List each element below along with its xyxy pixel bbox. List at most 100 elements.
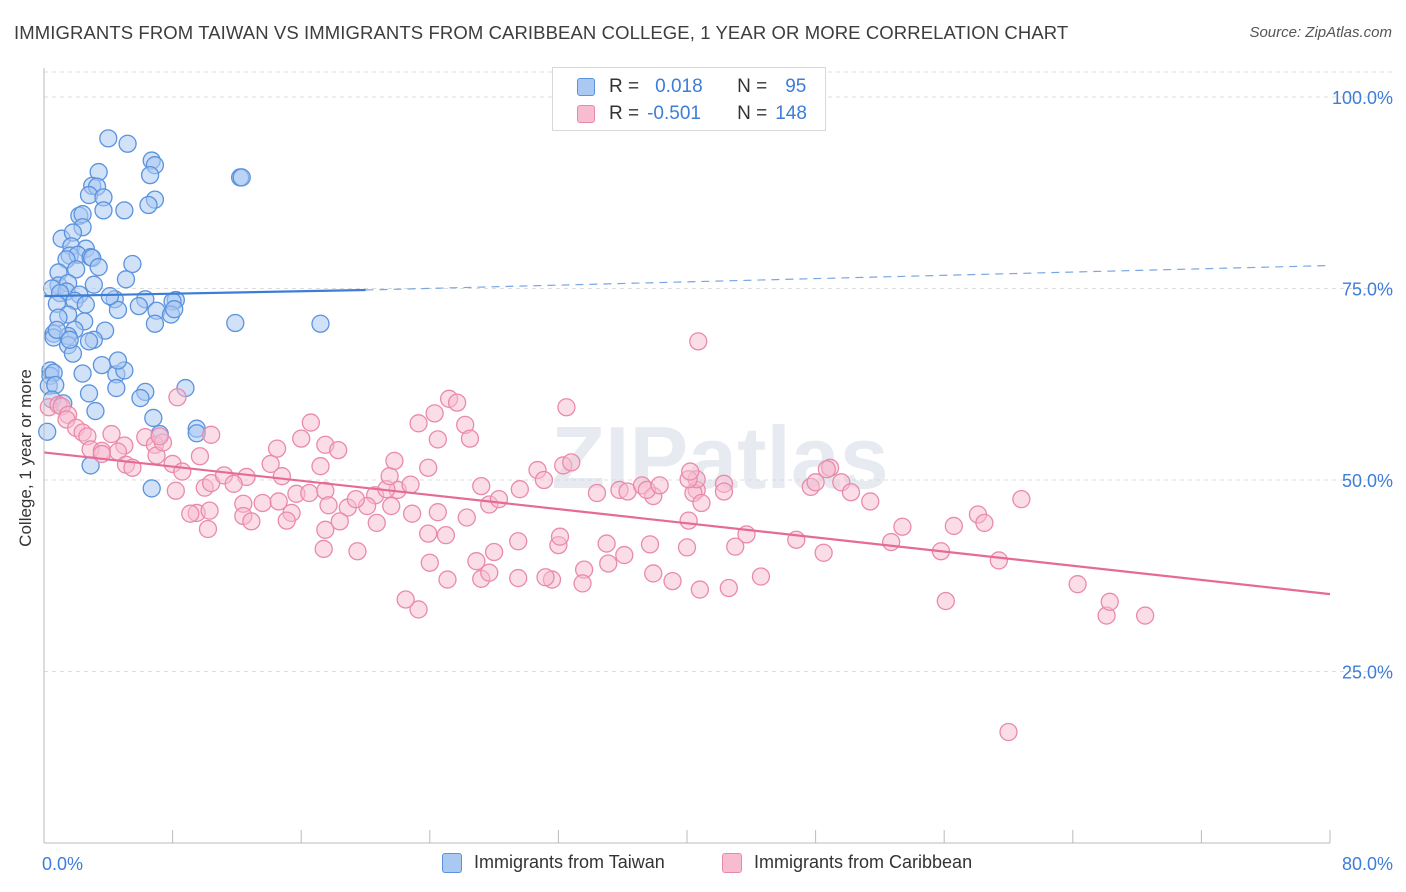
caribbean-point <box>438 570 457 589</box>
caribbean-point <box>841 483 861 502</box>
caribbean-point <box>679 511 698 530</box>
y-tick-label: 100.0% <box>1332 88 1393 108</box>
caribbean-point <box>329 440 348 460</box>
taiwan-point <box>38 422 57 441</box>
caribbean-point <box>409 600 428 619</box>
caribbean-point <box>489 489 509 509</box>
gridlines <box>44 71 1392 672</box>
caribbean-legend-swatch <box>722 852 742 873</box>
taiwan-point <box>131 388 150 408</box>
taiwan-point <box>107 378 126 398</box>
caribbean-point <box>330 512 349 531</box>
caribbean-point <box>714 482 734 501</box>
taiwan-point <box>142 479 161 498</box>
taiwan-point <box>100 287 120 306</box>
bottom-legend-caribbean: Immigrants from Caribbean <box>722 852 972 873</box>
caribbean-point <box>615 545 634 565</box>
y-tick-label: 25.0% <box>1342 663 1393 683</box>
caribbean-point <box>460 429 480 448</box>
caribbean-point <box>562 453 581 472</box>
taiwan-r-value: 0.018 <box>655 76 703 97</box>
caribbean-point <box>644 564 663 583</box>
taiwan-point <box>311 314 330 333</box>
caribbean-r-value: -0.501 <box>647 103 701 124</box>
caribbean-point <box>509 532 528 551</box>
taiwan-point <box>84 275 103 294</box>
caribbean-point <box>690 580 710 599</box>
caribbean-point <box>893 517 912 536</box>
taiwan-point <box>139 195 158 215</box>
caribbean-point <box>472 476 491 496</box>
caribbean-point <box>419 524 438 543</box>
bottom-legend-taiwan: Immigrants from Taiwan <box>442 852 665 873</box>
caribbean-point <box>202 425 221 444</box>
caribbean-swatch <box>577 105 595 123</box>
caribbean-point <box>534 470 554 490</box>
caribbean-point <box>385 451 404 471</box>
caribbean-point <box>301 413 320 432</box>
taiwan-legend-swatch <box>442 852 462 873</box>
caribbean-point <box>484 542 504 562</box>
caribbean-point <box>168 388 187 407</box>
caribbean-point <box>573 574 592 593</box>
caribbean-point <box>882 532 901 552</box>
taiwan-point <box>94 201 113 220</box>
caribbean-point <box>550 527 570 546</box>
caribbean-point <box>198 519 218 539</box>
caribbean-point <box>367 513 386 533</box>
caribbean-point <box>817 460 837 479</box>
legend-row-taiwan: R = 0.018 N = 95 <box>577 76 806 98</box>
taiwan-point <box>86 401 105 421</box>
n-label: N = <box>737 103 768 124</box>
caribbean-point <box>166 481 185 500</box>
caribbean-point <box>689 332 708 351</box>
caribbean-point <box>989 551 1009 570</box>
y-tick-label: 50.0% <box>1342 471 1393 491</box>
caribbean-point <box>382 496 401 516</box>
taiwan-swatch <box>577 78 595 96</box>
caribbean-point <box>401 475 420 494</box>
caribbean-point <box>457 508 476 527</box>
caribbean-point <box>242 512 261 531</box>
caribbean-point <box>814 543 833 562</box>
caribbean-point <box>1068 575 1087 594</box>
trend-lines <box>43 264 1331 596</box>
caribbean-point <box>402 504 422 523</box>
caribbean-point <box>316 520 335 539</box>
taiwan-point <box>108 351 128 370</box>
caribbean-point <box>944 516 963 536</box>
caribbean-point <box>181 504 200 523</box>
caribbean-point <box>692 493 711 513</box>
caribbean-point <box>1135 606 1155 625</box>
taiwan-point <box>140 165 160 185</box>
caribbean-point <box>650 476 669 495</box>
caribbean-point <box>599 554 618 573</box>
caribbean-point <box>267 439 287 458</box>
caribbean-point <box>346 489 366 509</box>
caribbean-point <box>419 458 438 477</box>
source-label: Source: ZipAtlas.com <box>1249 24 1392 41</box>
caribbean-point <box>348 542 367 561</box>
caribbean-point <box>1012 489 1031 509</box>
caribbean-point <box>380 467 399 486</box>
taiwan-point <box>79 332 99 351</box>
axes: 25.0% 50.0% 75.0% 100.0% 0.0% 80.0% <box>42 68 1393 874</box>
taiwan-point <box>144 408 163 428</box>
caribbean-point <box>102 424 121 444</box>
caribbean-point <box>269 492 288 511</box>
taiwan-trend-extension <box>365 264 1331 291</box>
caribbean-point <box>314 539 333 559</box>
caribbean-point <box>509 568 528 588</box>
caribbean-point <box>936 591 955 611</box>
taiwan-point <box>118 134 137 153</box>
chart-title: IMMIGRANTS FROM TAIWAN VS IMMIGRANTS FRO… <box>14 22 1069 43</box>
taiwan-point <box>60 330 79 349</box>
taiwan-legend-label: Immigrants from Taiwan <box>474 852 665 872</box>
caribbean-point <box>396 590 415 609</box>
taiwan-point <box>165 300 184 319</box>
caribbean-trend-line <box>43 451 1331 596</box>
caribbean-point <box>420 553 439 572</box>
caribbean-point <box>311 457 330 476</box>
caribbean-point <box>261 454 280 474</box>
